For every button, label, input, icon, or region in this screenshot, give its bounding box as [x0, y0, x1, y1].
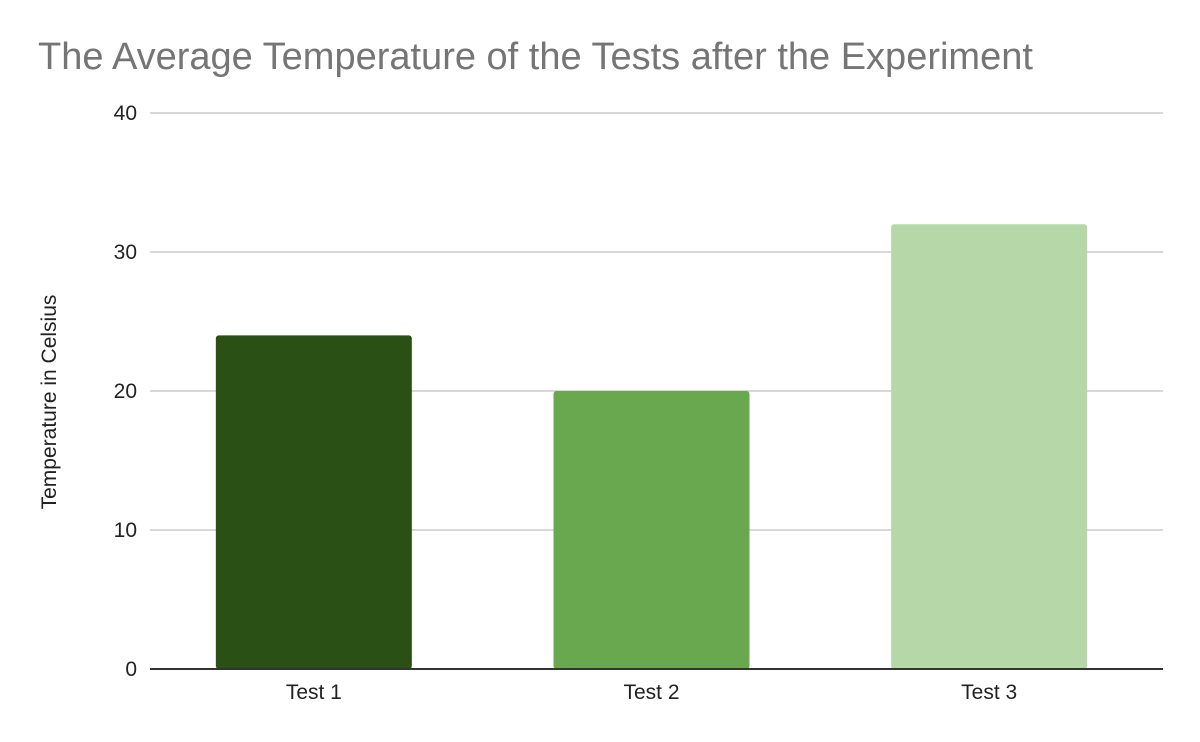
y-tick-label: 10	[114, 519, 137, 542]
bar-test-2	[553, 391, 750, 669]
x-tick-label: Test 1	[286, 681, 342, 704]
y-axis-label: Temperature in Celsius	[38, 295, 61, 510]
x-tick-label: Test 3	[961, 681, 1017, 704]
y-tick-label: 40	[114, 102, 137, 125]
bars	[215, 224, 1088, 669]
bar-test-3	[891, 224, 1088, 669]
bar-test-1	[215, 335, 412, 669]
x-tick-label: Test 2	[623, 681, 679, 704]
chart-title: The Average Temperature of the Tests aft…	[38, 36, 1033, 78]
y-tick-label: 20	[114, 380, 137, 403]
y-axis-ticks: 0 10 20 30 40	[114, 102, 137, 681]
y-tick-label: 30	[114, 241, 137, 264]
y-tick-label: 0	[125, 658, 137, 681]
x-axis-ticks: Test 1 Test 2 Test 3	[286, 681, 1017, 704]
